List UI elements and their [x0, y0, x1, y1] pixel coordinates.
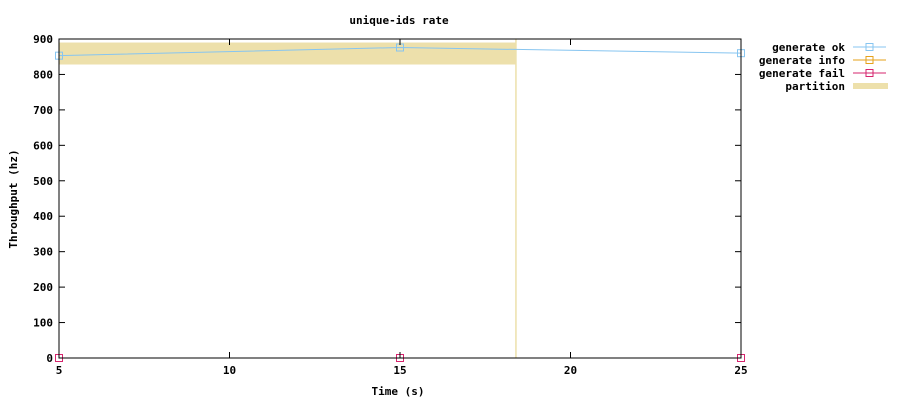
legend-partition-swatch [853, 83, 888, 89]
y-tick-label: 500 [33, 175, 53, 188]
y-axis-label: Throughput (hz) [7, 149, 20, 248]
chart-title: unique-ids rate [349, 14, 449, 27]
y-tick-label: 400 [33, 210, 53, 223]
series-layer [55, 43, 745, 362]
y-tick-label: 700 [33, 104, 53, 117]
x-axis: 5 10 15 20 25 [56, 39, 748, 377]
y-tick-label: 800 [33, 68, 53, 81]
legend-label: generate ok [772, 41, 845, 54]
x-tick-label: 15 [393, 364, 406, 377]
legend-marker [865, 43, 874, 51]
y-tick-label: 600 [33, 139, 53, 152]
partition-layer [59, 39, 517, 358]
x-axis-label: Time (s) [372, 385, 425, 398]
legend-label: generate fail [759, 67, 845, 80]
x-tick-label: 10 [223, 364, 236, 377]
y-tick-label: 100 [33, 317, 53, 330]
legend-marker [865, 69, 874, 77]
x-tick-label: 5 [56, 364, 63, 377]
series-line-0 [58, 47, 742, 57]
legend-label: generate info [759, 54, 845, 67]
plot-frame [58, 38, 742, 359]
y-tick-label: 200 [33, 281, 53, 294]
y-axis: 0 100 200 300 400 500 600 700 800 900 [33, 33, 741, 365]
legend-label: partition [785, 80, 845, 93]
partition-band [59, 42, 516, 65]
y-tick-label: 900 [33, 33, 53, 46]
x-tick-label: 25 [734, 364, 747, 377]
y-tick-label: 0 [46, 352, 53, 365]
y-tick-label: 300 [33, 246, 53, 259]
x-tick-label: 20 [564, 364, 577, 377]
legend-marker [865, 56, 874, 64]
